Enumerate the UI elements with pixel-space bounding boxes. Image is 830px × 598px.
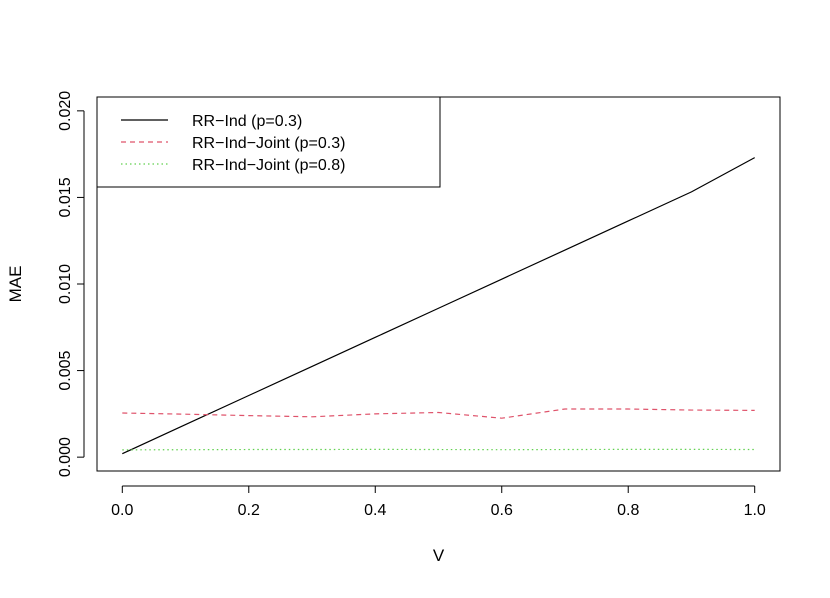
axes: 0.0 0.2 0.4 0.6 0.8 1.0 0.000 0.005 0.010 0.015 0.… bbox=[6, 91, 781, 565]
legend-box bbox=[96, 96, 441, 188]
legend-label-1: RR−Ind (p=0.3) bbox=[192, 113, 302, 130]
y-tick-label: 0.015 bbox=[57, 177, 74, 217]
series-line-2 bbox=[122, 408, 755, 419]
x-tick-label: 1.0 bbox=[744, 502, 766, 519]
y-axis-title: MAE bbox=[6, 266, 25, 303]
x-tick-label: 0.6 bbox=[491, 502, 513, 519]
series-line-3 bbox=[122, 448, 755, 451]
x-tick-label: 0.0 bbox=[111, 502, 133, 519]
legend: RR−Ind (p=0.3) RR−Ind−Joint (p=0.3) RR−Ind… bbox=[96, 96, 441, 188]
x-tick-label: 0.8 bbox=[617, 502, 639, 519]
legend-label-2: RR−Ind−Joint (p=0.3) bbox=[192, 135, 345, 152]
series-line-1 bbox=[122, 157, 755, 455]
y-tick-label: 0.020 bbox=[57, 91, 74, 131]
x-axis-title: V bbox=[433, 546, 445, 565]
legend-label-3: RR−Ind−Joint (p=0.8) bbox=[192, 157, 345, 174]
plot-marks bbox=[122, 157, 755, 455]
y-tick-label: 0.005 bbox=[57, 350, 74, 390]
x-tick-label: 0.4 bbox=[364, 502, 386, 519]
x-tick-label: 0.2 bbox=[238, 502, 260, 519]
y-tick-label: 0.000 bbox=[57, 437, 74, 477]
y-tick-label: 0.010 bbox=[57, 264, 74, 304]
